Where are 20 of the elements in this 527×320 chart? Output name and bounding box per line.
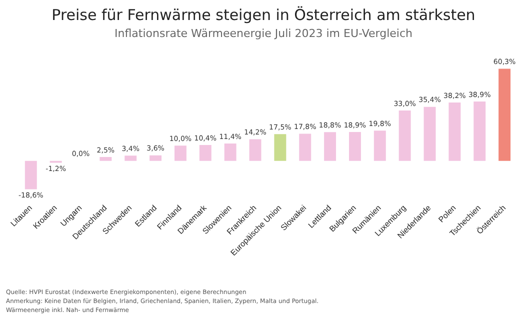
chart-subtitle: Inflationsrate Wärmeenergie Juli 2023 im EU-Vergleich — [114, 27, 414, 40]
bar — [324, 132, 336, 161]
bar — [124, 156, 137, 161]
bar — [224, 143, 236, 161]
bar — [474, 101, 486, 161]
bar — [424, 106, 436, 161]
bar — [249, 139, 262, 161]
bar — [498, 68, 511, 161]
chart-title: Preise für Fernwärme steigen in Österreich am stärksten — [50, 6, 476, 24]
bar — [398, 110, 411, 161]
bar — [348, 132, 361, 161]
bar — [150, 155, 162, 161]
bar — [374, 130, 386, 161]
bar — [24, 160, 37, 190]
bar — [299, 134, 312, 161]
bar — [274, 134, 286, 161]
bar — [174, 146, 186, 161]
bar — [448, 102, 461, 161]
bar — [199, 145, 212, 161]
bar — [100, 157, 112, 161]
